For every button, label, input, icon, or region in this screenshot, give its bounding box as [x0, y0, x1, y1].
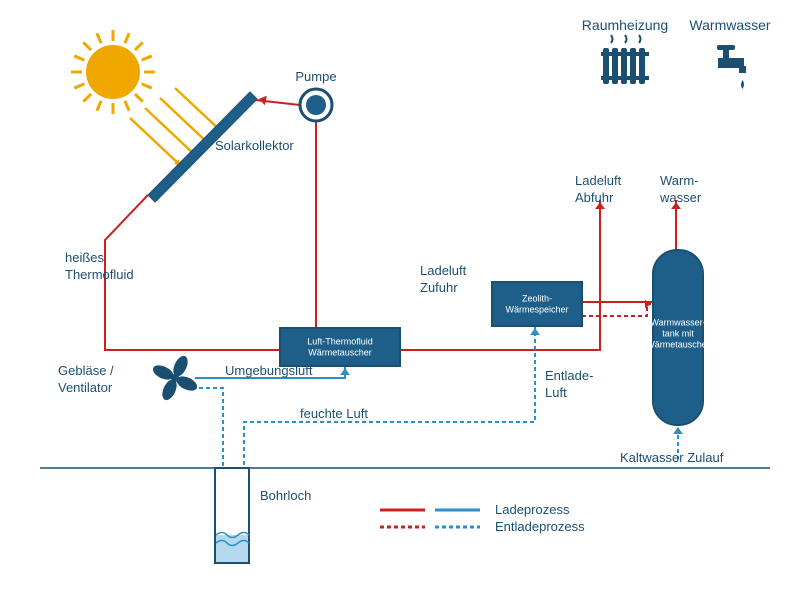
raumheizung-label: Raumheizung — [582, 17, 668, 33]
warmwasser-top-label: Warmwasser — [689, 17, 770, 33]
thermofluid-label: Thermofluid — [65, 267, 134, 282]
sun-icon — [86, 45, 140, 99]
diagram: Raumheizung Warmwasser Solarkollektor Pumpe… — [0, 0, 800, 599]
ladeluft-zufuhr-label: Ladeluft — [420, 263, 467, 278]
zeolith-box-label: Zeolith- — [522, 294, 552, 304]
entlade-luft2-label: Luft — [545, 385, 567, 400]
ladeluft-abfuhr2-label: Abfuhr — [575, 190, 614, 205]
tank-label: Wärmetauscher — [646, 340, 710, 350]
tank-label: tank mit — [662, 329, 694, 339]
warmwasser2-label: wasser — [659, 190, 702, 205]
ladeluft-abfuhr-label: Ladeluft — [575, 173, 622, 188]
legend-ladeprozess: Ladeprozess — [495, 502, 570, 517]
umgebungsluft-label: Umgebungsluft — [225, 363, 313, 378]
bohrloch-label: Bohrloch — [260, 488, 311, 503]
legend-entladeprozess: Entladeprozess — [495, 519, 585, 534]
luft-thermofluid-box-label: Wärmetauscher — [308, 348, 372, 358]
tank-label: Warmwasser- — [650, 318, 705, 328]
warmwasser-label: Warm- — [660, 173, 699, 188]
ladeluft-zufuhr2-label: Zufuhr — [420, 280, 458, 295]
luft-thermofluid-box-label: Luft-Thermofluid — [307, 337, 373, 347]
pumpe-label: Pumpe — [295, 69, 336, 84]
geblaese-label: Gebläse / — [58, 363, 114, 378]
kaltwasser-label: Kaltwasser Zulauf — [620, 450, 724, 465]
ventilator-label: Ventilator — [58, 380, 113, 395]
solarkollektor-label: Solarkollektor — [215, 138, 294, 153]
feuchte-luft-label: feuchte Luft — [300, 406, 368, 421]
heisses-label: heißes — [65, 250, 105, 265]
entlade-luft-label: Entlade- — [545, 368, 593, 383]
zeolith-box-label: Wärmespeicher — [505, 305, 568, 315]
